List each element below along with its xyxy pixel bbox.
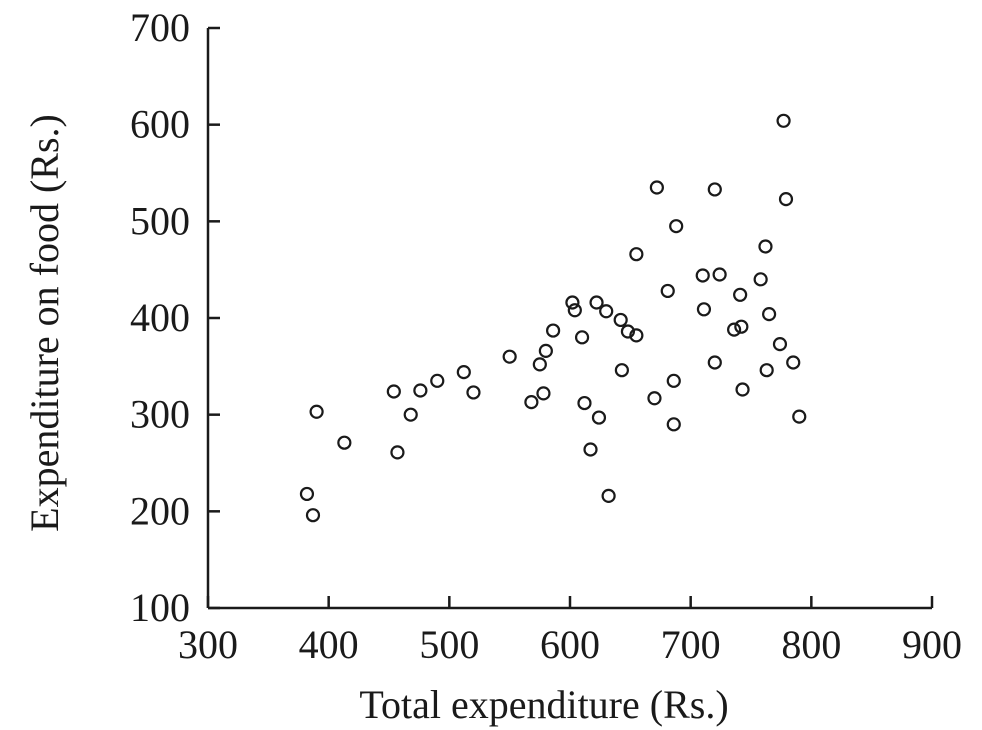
x-tick-label: 800 bbox=[781, 622, 841, 667]
data-point bbox=[707, 355, 722, 370]
data-point bbox=[591, 410, 607, 425]
y-tick-label: 200 bbox=[130, 488, 190, 533]
data-point bbox=[758, 239, 773, 254]
data-point bbox=[734, 319, 749, 334]
data-point bbox=[695, 268, 710, 283]
x-tick-label: 900 bbox=[902, 622, 962, 667]
y-tick-label: 100 bbox=[130, 585, 190, 630]
data-point bbox=[601, 488, 616, 503]
data-point bbox=[536, 386, 551, 401]
data-point bbox=[772, 337, 788, 352]
data-point bbox=[696, 302, 712, 317]
data-point bbox=[649, 180, 664, 195]
data-point bbox=[466, 385, 481, 400]
data-point bbox=[786, 355, 801, 370]
data-point bbox=[629, 328, 644, 343]
data-point bbox=[629, 247, 644, 262]
y-tick-label: 300 bbox=[130, 392, 190, 437]
data-point bbox=[546, 323, 561, 338]
data-point bbox=[386, 384, 401, 399]
data-point bbox=[299, 486, 315, 502]
data-point bbox=[753, 272, 768, 287]
x-tick-label: 300 bbox=[178, 622, 238, 667]
data-point bbox=[403, 407, 418, 422]
data-point bbox=[761, 307, 777, 322]
data-point bbox=[669, 219, 684, 234]
data-point bbox=[430, 373, 445, 388]
data-points bbox=[299, 113, 807, 523]
y-ticks: 100 200 300 400 500 600 700 bbox=[130, 5, 220, 630]
y-tick-label: 700 bbox=[130, 5, 190, 50]
data-point bbox=[647, 391, 662, 406]
data-point bbox=[524, 395, 539, 410]
data-point bbox=[666, 417, 681, 432]
data-point bbox=[759, 363, 774, 378]
y-axis-title: Expenditure on food (Rs.) bbox=[22, 114, 67, 532]
data-point bbox=[583, 442, 598, 457]
data-point bbox=[574, 330, 590, 345]
data-point bbox=[538, 343, 553, 358]
data-point bbox=[727, 322, 742, 337]
data-point bbox=[413, 383, 428, 398]
data-point bbox=[589, 295, 604, 310]
data-point bbox=[599, 304, 614, 319]
data-point bbox=[614, 363, 629, 378]
data-point bbox=[792, 409, 807, 424]
data-point bbox=[735, 382, 750, 397]
x-tick-label: 700 bbox=[661, 622, 721, 667]
data-point bbox=[532, 357, 547, 372]
x-tick-label: 400 bbox=[299, 622, 359, 667]
data-point bbox=[733, 287, 748, 302]
data-point bbox=[666, 373, 681, 388]
data-point bbox=[309, 404, 324, 419]
y-tick-label: 500 bbox=[130, 198, 190, 243]
data-point bbox=[565, 295, 580, 310]
data-point bbox=[613, 312, 628, 328]
data-point bbox=[776, 113, 791, 128]
data-point bbox=[707, 182, 722, 197]
y-tick-label: 400 bbox=[130, 295, 190, 340]
data-point bbox=[660, 283, 675, 299]
data-point bbox=[567, 303, 582, 318]
data-point bbox=[502, 349, 517, 364]
x-axis-title: Total expenditure (Rs.) bbox=[359, 682, 728, 727]
data-point bbox=[305, 508, 321, 523]
data-point bbox=[778, 192, 794, 207]
x-tick-label: 600 bbox=[540, 622, 600, 667]
data-point bbox=[337, 435, 352, 450]
data-point bbox=[620, 324, 636, 339]
data-point bbox=[456, 365, 471, 380]
x-ticks: 300 400 500 600 700 800 900 bbox=[178, 596, 962, 667]
y-tick-label: 600 bbox=[130, 102, 190, 147]
x-tick-label: 500 bbox=[419, 622, 479, 667]
data-point bbox=[712, 267, 727, 282]
data-point bbox=[390, 445, 405, 460]
data-point bbox=[577, 395, 592, 411]
